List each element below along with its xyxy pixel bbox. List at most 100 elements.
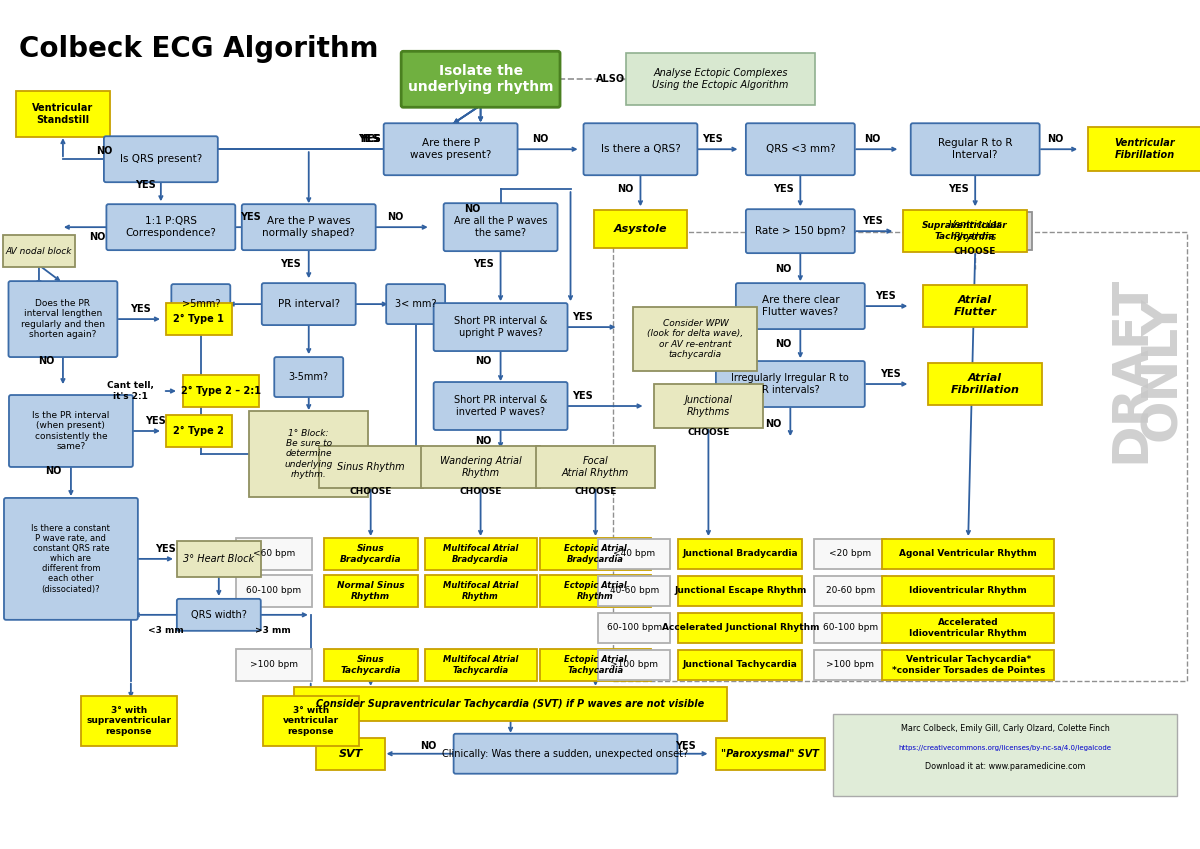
Text: Ventricular
Fibrillation: Ventricular Fibrillation <box>1115 138 1175 160</box>
Text: Marc Colbeck, Emily Gill, Carly Olzard, Colette Finch: Marc Colbeck, Emily Gill, Carly Olzard, … <box>901 724 1110 734</box>
Text: Analyse Ectopic Complexes
Using the Ectopic Algorithm: Analyse Ectopic Complexes Using the Ecto… <box>653 69 788 90</box>
FancyBboxPatch shape <box>166 415 232 447</box>
Text: Are there clear
Flutter waves?: Are there clear Flutter waves? <box>762 295 839 317</box>
Text: 20-60 bpm: 20-60 bpm <box>826 587 875 595</box>
Text: YES: YES <box>131 304 151 314</box>
Text: YES: YES <box>875 291 895 301</box>
Text: YES: YES <box>572 391 593 401</box>
Text: YES: YES <box>281 259 301 269</box>
FancyBboxPatch shape <box>433 382 568 430</box>
Text: PR interval?: PR interval? <box>277 299 340 309</box>
Text: Focal
Atrial Rhythm: Focal Atrial Rhythm <box>562 456 629 478</box>
FancyBboxPatch shape <box>80 696 176 745</box>
Text: Accelerated
Idioventricular Rhythm: Accelerated Idioventricular Rhythm <box>910 618 1027 638</box>
FancyBboxPatch shape <box>599 539 671 569</box>
Text: CHOOSE: CHOOSE <box>349 487 392 497</box>
Text: Multifocal Atrial
Rhythm: Multifocal Atrial Rhythm <box>443 582 518 600</box>
FancyBboxPatch shape <box>166 303 232 335</box>
Text: QRS width?: QRS width? <box>191 610 247 620</box>
Text: 60-100 bpm: 60-100 bpm <box>607 623 662 633</box>
FancyBboxPatch shape <box>250 411 368 497</box>
Text: 2° Type 2 – 2:1: 2° Type 2 – 2:1 <box>181 386 260 396</box>
Text: NO: NO <box>420 740 437 751</box>
FancyBboxPatch shape <box>8 281 118 357</box>
Text: YES: YES <box>473 259 494 269</box>
FancyBboxPatch shape <box>16 92 110 138</box>
Text: <40 bpm: <40 bpm <box>613 549 655 559</box>
Text: <3 mm: <3 mm <box>148 627 184 635</box>
Text: Clinically: Was there a sudden, unexpected onset?: Clinically: Was there a sudden, unexpect… <box>443 749 689 759</box>
Text: Are all the P waves
the same?: Are all the P waves the same? <box>454 216 547 238</box>
FancyBboxPatch shape <box>275 357 343 397</box>
Text: YES: YES <box>359 134 379 144</box>
FancyBboxPatch shape <box>107 204 235 250</box>
FancyBboxPatch shape <box>882 613 1054 643</box>
Text: <20 bpm: <20 bpm <box>829 549 871 559</box>
Text: 3° Heart Block: 3° Heart Block <box>184 554 254 564</box>
Text: Multifocal Atrial
Bradycardia: Multifocal Atrial Bradycardia <box>443 544 518 564</box>
FancyBboxPatch shape <box>425 649 536 681</box>
Text: Does the PR
interval lengthen
regularly and then
shorten again?: Does the PR interval lengthen regularly … <box>20 299 104 340</box>
Text: 2° Type 2: 2° Type 2 <box>173 426 224 436</box>
FancyBboxPatch shape <box>425 575 536 607</box>
Text: Atrial
Fibrillation: Atrial Fibrillation <box>950 374 1020 395</box>
FancyBboxPatch shape <box>678 613 803 643</box>
FancyBboxPatch shape <box>425 538 536 570</box>
Text: 60-100 bpm: 60-100 bpm <box>823 623 878 633</box>
FancyBboxPatch shape <box>678 576 803 606</box>
Text: YES: YES <box>145 416 167 426</box>
Text: ALSO: ALSO <box>596 74 625 84</box>
FancyBboxPatch shape <box>911 123 1039 175</box>
FancyBboxPatch shape <box>815 613 887 643</box>
Text: NO: NO <box>464 204 481 214</box>
FancyBboxPatch shape <box>833 714 1177 796</box>
Text: Short PR interval &
inverted P waves?: Short PR interval & inverted P waves? <box>454 396 547 417</box>
Text: YES: YES <box>702 134 722 144</box>
FancyBboxPatch shape <box>384 123 517 175</box>
FancyBboxPatch shape <box>918 212 1032 250</box>
Text: Short PR interval &
upright P waves?: Short PR interval & upright P waves? <box>454 317 547 338</box>
Text: Asystole: Asystole <box>613 224 667 234</box>
FancyBboxPatch shape <box>923 285 1027 327</box>
FancyBboxPatch shape <box>317 738 385 770</box>
Text: Is the PR interval
(when present)
consistently the
same?: Is the PR interval (when present) consis… <box>32 411 109 451</box>
FancyBboxPatch shape <box>746 209 854 253</box>
Text: YES: YES <box>240 212 262 222</box>
Text: 3° with
supraventricular
response: 3° with supraventricular response <box>86 706 172 735</box>
Text: YES: YES <box>360 134 382 144</box>
Text: Junctional Tachycardia: Junctional Tachycardia <box>683 661 798 669</box>
Text: NO: NO <box>617 184 634 194</box>
Text: Sinus
Bradycardia: Sinus Bradycardia <box>340 544 402 564</box>
Text: YES: YES <box>880 369 901 379</box>
FancyBboxPatch shape <box>736 283 865 329</box>
Text: 40-60 bpm: 40-60 bpm <box>610 587 659 595</box>
Text: Consider WPW
(look for delta wave),
or AV re-entrant
tachycardia: Consider WPW (look for delta wave), or A… <box>647 319 744 359</box>
Text: Consider Supraventricular Tachycardia (SVT) if P waves are not visible: Consider Supraventricular Tachycardia (S… <box>317 699 704 709</box>
FancyBboxPatch shape <box>536 446 655 488</box>
Text: Ectopic Atrial
Bradycardia: Ectopic Atrial Bradycardia <box>564 544 626 564</box>
FancyBboxPatch shape <box>540 649 652 681</box>
Text: YES: YES <box>156 544 176 554</box>
Text: CHOOSE: CHOOSE <box>688 429 730 437</box>
FancyBboxPatch shape <box>319 446 422 488</box>
FancyBboxPatch shape <box>176 599 260 631</box>
Text: Ectopic Atrial
Tachycardia: Ectopic Atrial Tachycardia <box>564 655 626 674</box>
Text: 3-5mm?: 3-5mm? <box>289 372 329 382</box>
Text: Junctional
Rhythms: Junctional Rhythms <box>684 396 732 417</box>
FancyBboxPatch shape <box>263 696 359 745</box>
Text: Are there P
waves present?: Are there P waves present? <box>410 138 491 160</box>
Text: Are the P waves
normally shaped?: Are the P waves normally shaped? <box>263 216 355 238</box>
Text: QRS <3 mm?: QRS <3 mm? <box>766 144 835 155</box>
Text: YES: YES <box>773 184 793 194</box>
Text: >5mm?: >5mm? <box>181 299 220 309</box>
Text: YES: YES <box>862 216 883 226</box>
FancyBboxPatch shape <box>815 649 887 680</box>
Text: Agonal Ventricular Rhythm: Agonal Ventricular Rhythm <box>899 549 1037 559</box>
Text: Multifocal Atrial
Tachycardia: Multifocal Atrial Tachycardia <box>443 655 518 674</box>
FancyBboxPatch shape <box>815 539 887 569</box>
FancyBboxPatch shape <box>626 53 815 105</box>
FancyBboxPatch shape <box>182 375 259 407</box>
FancyBboxPatch shape <box>634 307 757 371</box>
Text: Ventricular
Rhythms: Ventricular Rhythms <box>949 221 1002 242</box>
FancyBboxPatch shape <box>2 235 74 267</box>
